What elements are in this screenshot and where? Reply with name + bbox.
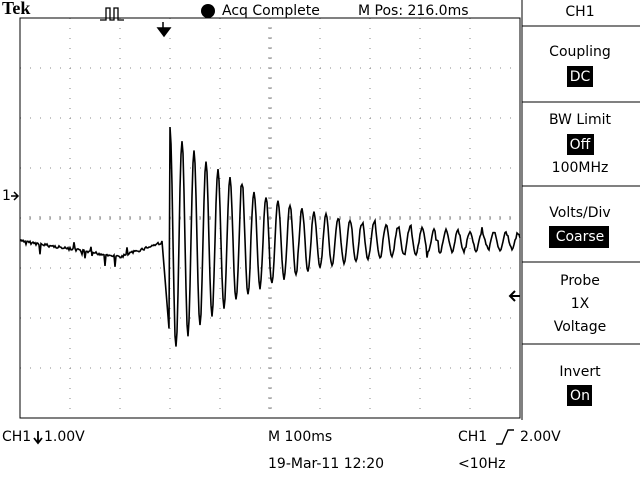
- coupling-icon: [33, 431, 43, 445]
- highlight: [567, 134, 594, 155]
- channel-arrow: [11, 191, 20, 201]
- date-time: 19-Mar-11 12:20: [268, 456, 384, 472]
- menu-value[interactable]: 1X: [571, 296, 590, 312]
- trigger-pos-marker: [156, 22, 172, 38]
- channel-marker: 1: [2, 188, 11, 204]
- menu-value[interactable]: Off: [570, 137, 591, 153]
- m-pos: M Pos: 216.0ms: [358, 3, 469, 19]
- channel-scale: 1.00V: [44, 429, 85, 445]
- menu-label: Coupling: [549, 44, 611, 60]
- menu-label: Volts/Div: [549, 205, 610, 221]
- trigger-level: 2.00V: [520, 429, 561, 445]
- trigger-level-marker: [508, 290, 520, 302]
- trigger-source: CH1: [458, 429, 487, 445]
- channel-label: CH1: [2, 429, 31, 445]
- trigger-frequency: <10Hz: [458, 456, 505, 472]
- menu-title: CH1: [565, 4, 594, 20]
- menu-label: Invert: [559, 364, 601, 380]
- status-dot: [201, 4, 215, 18]
- waveform: [19, 126, 521, 347]
- run-icon: [100, 7, 124, 21]
- menu-value[interactable]: Coarse: [556, 229, 605, 245]
- menu-label: BW Limit: [549, 112, 612, 128]
- highlight: [549, 226, 609, 248]
- timebase: M 100ms: [268, 429, 332, 445]
- highlight: [567, 66, 593, 87]
- menu-label: Probe: [560, 273, 600, 289]
- menu-value[interactable]: DC: [570, 69, 591, 85]
- acq-status: Acq Complete: [222, 3, 320, 19]
- brand: Tek: [2, 0, 30, 18]
- highlight: [567, 385, 592, 406]
- trigger-slope-icon: [496, 429, 514, 445]
- menu-extra: Voltage: [554, 319, 607, 335]
- menu-extra: 100MHz: [552, 160, 609, 176]
- screen-border: [19, 17, 521, 419]
- menu-value[interactable]: On: [570, 388, 590, 404]
